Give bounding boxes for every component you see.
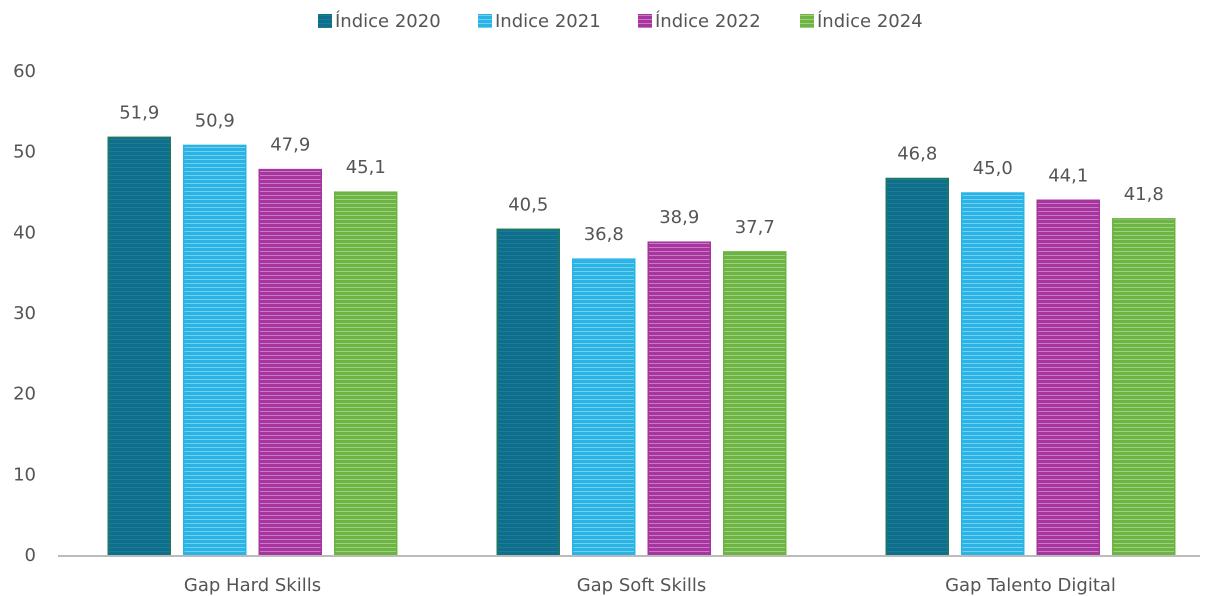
bar xyxy=(723,251,787,557)
data-label: 51,9 xyxy=(119,102,159,123)
legend-label: Índice 2024 xyxy=(817,10,923,32)
bar xyxy=(1112,218,1176,557)
bar xyxy=(572,258,636,557)
data-label: 38,9 xyxy=(659,207,699,228)
y-tick-label: 30 xyxy=(13,303,36,324)
y-tick-label: 10 xyxy=(13,464,36,485)
legend-swatch xyxy=(478,14,492,28)
y-tick-label: 0 xyxy=(25,545,36,566)
data-label: 37,7 xyxy=(735,217,775,238)
legend-label: Índice 2020 xyxy=(335,10,441,32)
legend-swatch xyxy=(800,14,814,28)
y-tick-label: 50 xyxy=(13,142,36,163)
data-label: 44,1 xyxy=(1048,165,1088,186)
x-tick-label: Gap Soft Skills xyxy=(577,575,707,596)
data-label: 50,9 xyxy=(195,110,235,131)
data-label: 36,8 xyxy=(584,224,624,245)
legend-swatch xyxy=(318,14,332,28)
bar xyxy=(258,168,322,557)
data-label: 41,8 xyxy=(1124,184,1164,205)
legend-label: Índice 2022 xyxy=(655,10,761,32)
x-tick-label: Gap Hard Skills xyxy=(184,575,321,596)
bar xyxy=(885,177,949,557)
bar xyxy=(496,228,560,557)
data-label: 47,9 xyxy=(270,135,310,156)
bar xyxy=(647,241,711,557)
data-label: 45,1 xyxy=(346,157,386,178)
legend-label: Indice 2021 xyxy=(495,11,601,32)
data-label: 40,5 xyxy=(508,194,548,215)
y-tick-label: 60 xyxy=(13,61,36,82)
bar xyxy=(183,144,247,557)
y-tick-label: 40 xyxy=(13,222,36,243)
y-tick-label: 20 xyxy=(13,384,36,405)
x-tick-label: Gap Talento Digital xyxy=(945,575,1116,596)
data-label: 45,0 xyxy=(973,158,1013,179)
bar xyxy=(961,192,1025,557)
bar xyxy=(334,191,398,557)
data-label: 46,8 xyxy=(897,143,937,164)
bar xyxy=(107,136,171,557)
legend-swatch xyxy=(638,14,652,28)
bar xyxy=(1036,199,1100,557)
